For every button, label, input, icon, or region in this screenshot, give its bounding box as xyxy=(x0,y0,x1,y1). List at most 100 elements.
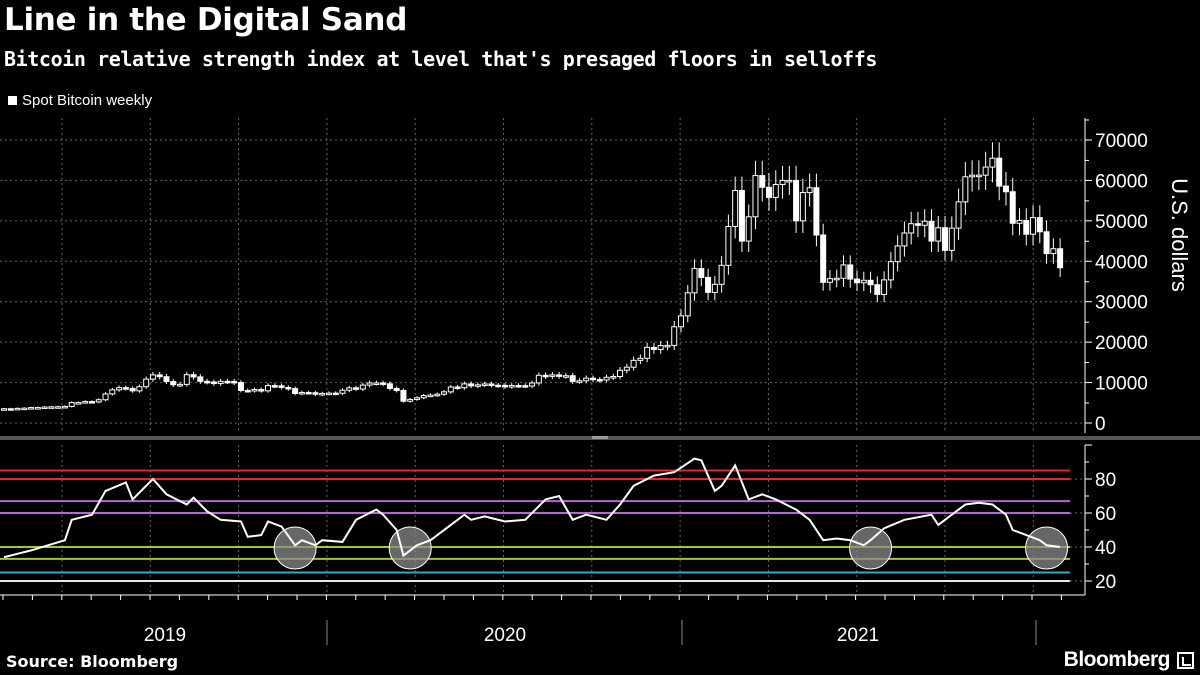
candle-body xyxy=(386,383,393,389)
candle-body xyxy=(962,176,969,203)
candle xyxy=(711,276,718,301)
candle-body xyxy=(434,393,441,397)
candle-body xyxy=(738,190,745,242)
candle xyxy=(1023,208,1030,246)
candle-body xyxy=(603,376,610,381)
candle-body xyxy=(95,399,102,403)
candle-body xyxy=(48,406,55,409)
candle-body xyxy=(826,278,833,283)
candle-body xyxy=(691,268,698,294)
candle xyxy=(271,383,278,389)
candle-body xyxy=(332,392,339,396)
candle xyxy=(441,390,448,396)
candle-body xyxy=(583,377,590,382)
candle-body xyxy=(55,406,62,409)
candle-body xyxy=(224,380,231,384)
candle-body xyxy=(298,391,305,395)
candle-body xyxy=(454,386,461,390)
candle xyxy=(928,209,935,252)
candle-body xyxy=(847,264,854,280)
candle xyxy=(68,401,75,408)
candle xyxy=(501,383,508,389)
candle xyxy=(34,406,41,410)
candle xyxy=(177,382,184,388)
candle-body xyxy=(948,227,955,251)
candle-body xyxy=(149,374,156,380)
candle-body xyxy=(359,384,366,390)
candle xyxy=(468,381,475,389)
candle-body xyxy=(136,386,143,392)
candle-body xyxy=(305,391,312,395)
candle-body xyxy=(745,216,752,242)
candle xyxy=(55,405,62,409)
candle-body xyxy=(1050,248,1057,255)
candle xyxy=(278,383,285,390)
candle xyxy=(170,379,177,388)
y-tick-label: 40000 xyxy=(1095,252,1148,273)
candle xyxy=(799,178,806,233)
candle-body xyxy=(914,223,921,226)
candle-body xyxy=(955,201,962,229)
candle xyxy=(495,382,502,388)
candle-body xyxy=(366,382,373,386)
candle-body xyxy=(806,187,813,194)
candle-body xyxy=(143,378,150,388)
candle-body xyxy=(833,277,840,281)
candle xyxy=(224,378,231,384)
legend-label: Spot Bitcoin weekly xyxy=(22,92,153,109)
candle-body xyxy=(271,385,278,388)
candle-body xyxy=(698,268,705,278)
candle-body xyxy=(488,383,495,386)
candle xyxy=(596,376,603,383)
candle-body xyxy=(183,374,190,385)
candle xyxy=(197,374,204,384)
candle-body xyxy=(928,220,935,242)
candle-body xyxy=(353,387,360,390)
candle xyxy=(353,385,360,392)
candle-body xyxy=(427,394,434,398)
candle-body xyxy=(854,278,861,284)
candle-body xyxy=(292,388,299,394)
x-tick-label: 2020 xyxy=(484,625,526,646)
candle xyxy=(14,407,21,411)
candle xyxy=(461,381,468,390)
candle xyxy=(210,379,217,386)
candle-body xyxy=(251,389,258,392)
candle-body xyxy=(231,380,238,384)
candle xyxy=(41,406,48,410)
candle-body xyxy=(725,226,732,266)
candle xyxy=(122,385,129,391)
candle-body xyxy=(1002,185,1009,193)
candle-body xyxy=(921,220,928,226)
candle-body xyxy=(867,279,874,286)
candle xyxy=(847,255,854,288)
candle xyxy=(1002,171,1009,206)
candle-body xyxy=(813,187,820,236)
candle xyxy=(657,340,664,354)
candle xyxy=(420,393,427,400)
candle xyxy=(691,259,698,301)
candle xyxy=(258,387,265,393)
candle-body xyxy=(1057,248,1064,269)
candle-body xyxy=(319,392,326,396)
candle-body xyxy=(413,397,420,400)
candle xyxy=(380,380,387,387)
candle xyxy=(305,390,312,395)
candle-body xyxy=(237,382,244,391)
candle xyxy=(319,391,326,397)
candle-body xyxy=(190,374,197,378)
candle-body xyxy=(82,401,89,404)
candle xyxy=(969,160,976,192)
candle xyxy=(996,142,1003,201)
candle-body xyxy=(400,389,407,402)
candle-body xyxy=(650,346,657,350)
candle-body xyxy=(481,383,488,386)
candle xyxy=(881,271,888,303)
candle xyxy=(265,383,272,393)
candle-body xyxy=(7,408,14,411)
candle-body xyxy=(210,381,217,385)
highlight-circle xyxy=(1025,526,1069,570)
candle-body xyxy=(908,223,915,234)
candle xyxy=(623,363,630,374)
candle xyxy=(136,384,143,393)
